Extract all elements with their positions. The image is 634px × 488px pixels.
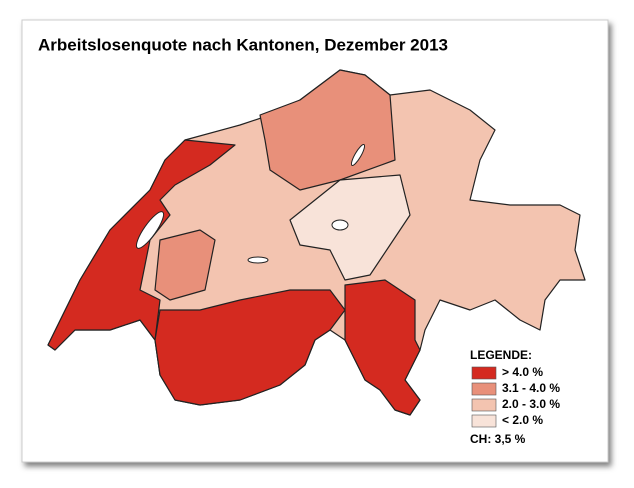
legend-label: > 4.0 % <box>502 365 543 379</box>
lake <box>247 256 269 264</box>
legend-title: LEGENDE: <box>470 348 532 362</box>
lake <box>331 219 349 231</box>
lake <box>350 144 366 166</box>
legend-swatch <box>471 382 497 396</box>
legend-label: < 2.0 % <box>502 413 543 427</box>
map-title: Arbeitslosenquote nach Kantonen, Dezembe… <box>38 35 448 54</box>
lake <box>135 211 165 249</box>
legend-swatch <box>471 414 497 428</box>
legend-label: 2.0 - 3.0 % <box>502 397 560 411</box>
legend-swatch <box>471 366 497 380</box>
legend-swatch <box>471 398 497 412</box>
map <box>47 69 586 416</box>
legend-total: CH: 3,5 % <box>470 432 526 446</box>
region-fribourg <box>154 229 216 301</box>
legend-label: 3.1 - 4.0 % <box>502 381 560 395</box>
legend: LEGENDE: CH: 3,5 % > 4.0 % 3.1 - 4.0 % 2.0… <box>470 348 560 446</box>
region-central <box>289 174 411 281</box>
region-north <box>259 69 396 191</box>
region-ticino <box>344 279 421 416</box>
region-valais <box>154 289 346 406</box>
